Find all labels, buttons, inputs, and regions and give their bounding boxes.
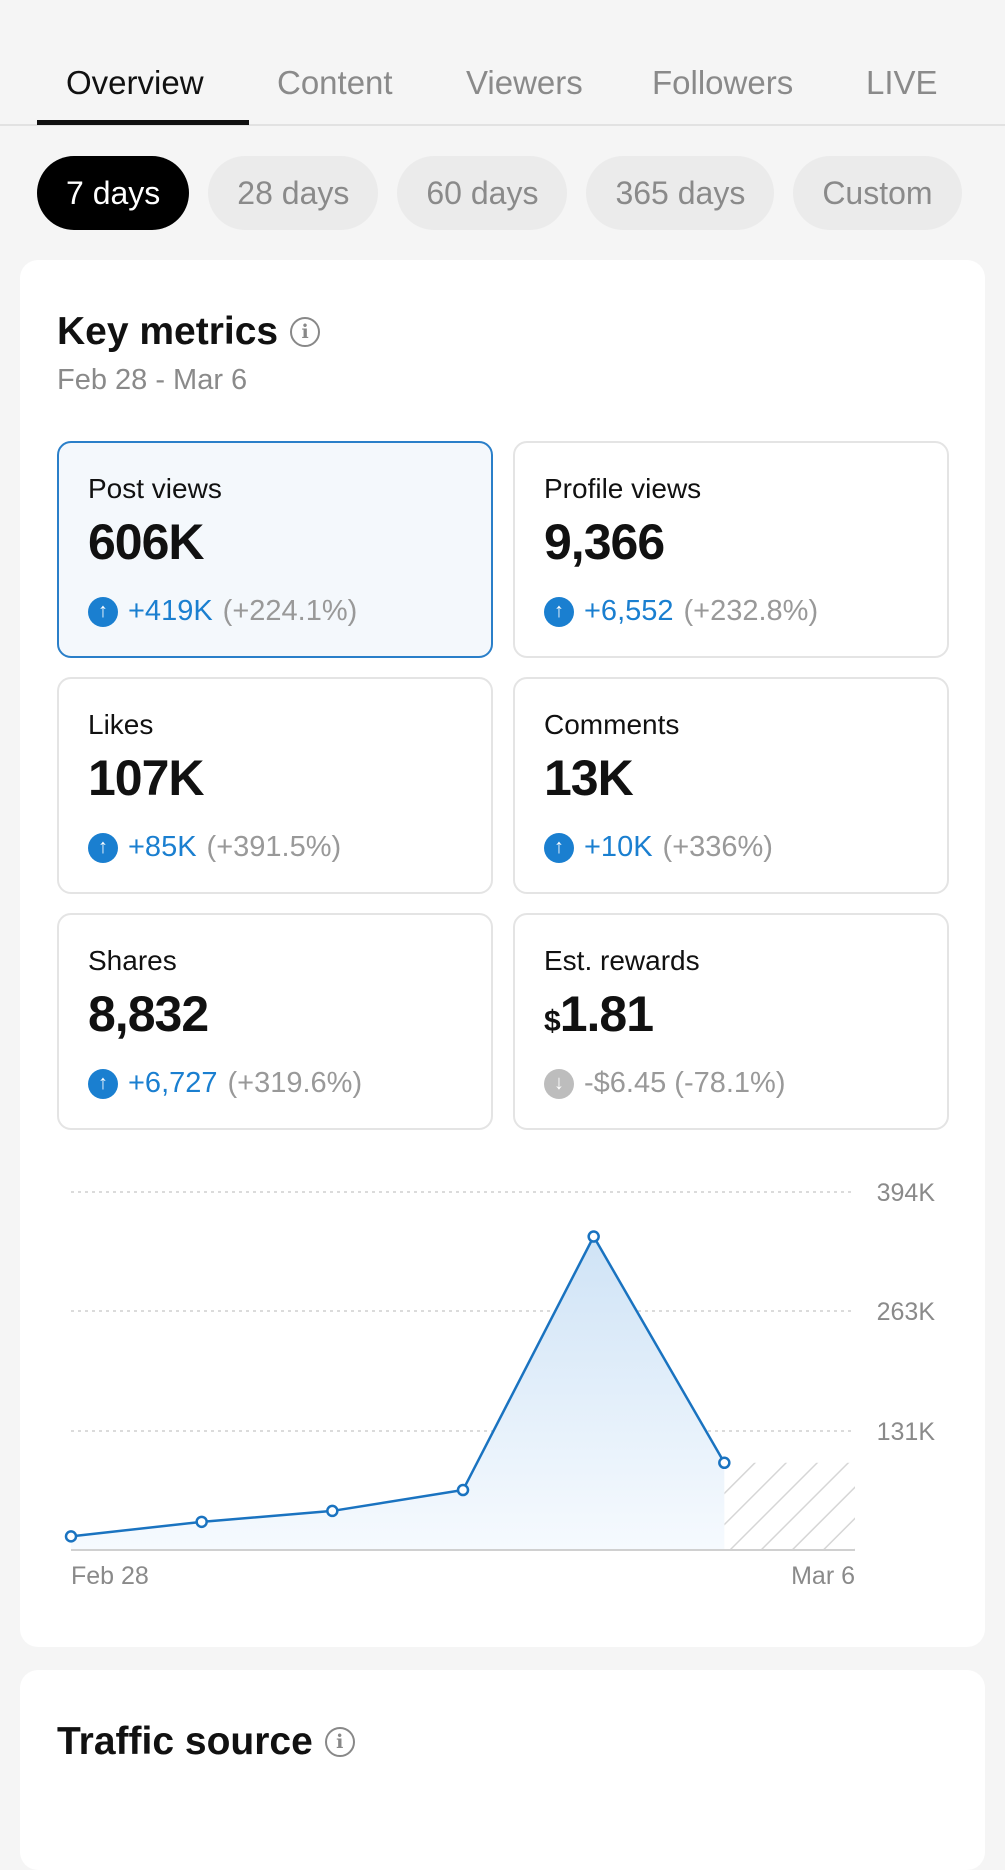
info-icon[interactable]: i bbox=[324, 1727, 355, 1757]
tab-content[interactable]: Content bbox=[277, 64, 393, 101]
metric-delta-percent: (+336%) bbox=[662, 831, 773, 863]
metric-value-text: 9,366 bbox=[544, 514, 665, 570]
arrow-up-icon: ↑ bbox=[544, 832, 574, 863]
range-365-days[interactable]: 365 days bbox=[586, 156, 775, 230]
metric-value: 9,366 bbox=[544, 513, 665, 571]
metric-label: Profile views bbox=[544, 473, 702, 504]
arrow-up-icon: ↑ bbox=[88, 596, 118, 627]
arrow-down-icon: ↓ bbox=[544, 1068, 574, 1099]
metric-label: Est. rewards bbox=[544, 945, 700, 976]
metric-label: Likes bbox=[88, 709, 154, 740]
data-point bbox=[587, 1230, 600, 1243]
range-custom[interactable]: Custom bbox=[793, 156, 962, 230]
metric-delta-percent: (+391.5%) bbox=[206, 831, 342, 863]
traffic-source-card: Traffic source i bbox=[20, 1670, 985, 1870]
metric-delta: +6,727 bbox=[128, 1067, 218, 1099]
data-point bbox=[456, 1483, 470, 1497]
tab-bar: Overview Content Viewers Followers LIVE bbox=[0, 40, 1005, 126]
metric-value-text: 1.81 bbox=[559, 986, 654, 1042]
range-28-days[interactable]: 28 days bbox=[208, 156, 379, 230]
info-icon[interactable]: i bbox=[290, 317, 321, 347]
metric-card-likes[interactable]: Likes 107K ↑ +85K (+391.5%) bbox=[57, 677, 493, 894]
metric-value: 606K bbox=[88, 513, 205, 571]
x-tick-label: Feb 28 bbox=[71, 1562, 149, 1590]
metric-value: 13K bbox=[544, 749, 634, 807]
metric-change: ↑ +419K (+224.1%) bbox=[88, 595, 357, 628]
metric-value-text: 8,832 bbox=[88, 986, 209, 1042]
metric-change: ↑ +85K (+391.5%) bbox=[88, 831, 341, 864]
metric-delta: +419K bbox=[128, 595, 213, 627]
x-tick-label: Mar 6 bbox=[791, 1562, 855, 1590]
metric-delta: +85K bbox=[128, 831, 197, 863]
metric-label: Post views bbox=[88, 473, 222, 504]
metric-change: ↑ +6,552 (+232.8%) bbox=[544, 595, 818, 628]
metric-change: ↓ -$6.45 (-78.1%) bbox=[544, 1067, 786, 1100]
metric-card-post-views[interactable]: Post views 606K ↑ +419K (+224.1%) bbox=[57, 441, 493, 658]
data-point bbox=[326, 1504, 339, 1518]
metric-delta-percent: (+224.1%) bbox=[222, 595, 358, 627]
data-point bbox=[195, 1515, 208, 1529]
data-point bbox=[718, 1456, 731, 1470]
metric-value-text: 107K bbox=[88, 750, 205, 806]
metric-delta-percent: (+319.6%) bbox=[227, 1067, 363, 1099]
active-tab-indicator bbox=[37, 120, 249, 125]
arrow-up-icon: ↑ bbox=[88, 832, 118, 863]
metric-value: 107K bbox=[88, 749, 205, 807]
metric-card-comments[interactable]: Comments 13K ↑ +10K (+336%) bbox=[513, 677, 949, 894]
metric-delta: -$6.45 (-78.1%) bbox=[584, 1067, 786, 1099]
metric-value: 8,832 bbox=[88, 985, 209, 1043]
tab-live[interactable]: LIVE bbox=[866, 64, 938, 101]
metric-label: Shares bbox=[88, 945, 177, 976]
tab-overview[interactable]: Overview bbox=[66, 64, 204, 101]
metric-value-text: 606K bbox=[88, 514, 205, 570]
tab-viewers[interactable]: Viewers bbox=[466, 64, 583, 101]
key-metrics-heading: Key metrics bbox=[57, 310, 279, 353]
metric-change: ↑ +6,727 (+319.6%) bbox=[88, 1067, 362, 1100]
tab-followers[interactable]: Followers bbox=[652, 64, 794, 101]
traffic-source-title: Traffic source i bbox=[57, 1720, 355, 1764]
currency-symbol: $ bbox=[544, 1005, 561, 1038]
metric-card-est-rewards[interactable]: Est. rewards $1.81 ↓ -$6.45 (-78.1%) bbox=[513, 913, 949, 1130]
metric-change: ↑ +10K (+336%) bbox=[544, 831, 773, 864]
series-line bbox=[70, 1233, 726, 1538]
range-7-days[interactable]: 7 days bbox=[37, 156, 190, 230]
arrow-up-icon: ↑ bbox=[88, 1068, 118, 1099]
metric-value: $1.81 bbox=[544, 985, 654, 1043]
metric-value-text: 13K bbox=[544, 750, 634, 806]
y-tick-label: 394K bbox=[877, 1179, 936, 1207]
metric-delta: +6,552 bbox=[584, 595, 674, 627]
range-60-days[interactable]: 60 days bbox=[397, 156, 568, 230]
date-range-label: Feb 28 - Mar 6 bbox=[57, 364, 248, 396]
data-point bbox=[64, 1530, 78, 1543]
metric-card-shares[interactable]: Shares 8,832 ↑ +6,727 (+319.6%) bbox=[57, 913, 493, 1130]
metric-delta: +10K bbox=[584, 831, 653, 863]
pending-data-hatch bbox=[724, 1462, 855, 1550]
area-fill bbox=[71, 1236, 725, 1550]
date-range-selector: 7 days 28 days 60 days 365 days Custom bbox=[37, 156, 962, 230]
traffic-source-heading: Traffic source bbox=[57, 1720, 313, 1763]
metric-delta-percent: (+232.8%) bbox=[683, 595, 819, 627]
arrow-up-icon: ↑ bbox=[544, 596, 574, 627]
metric-label: Comments bbox=[544, 709, 680, 740]
metric-card-profile-views[interactable]: Profile views 9,366 ↑ +6,552 (+232.8%) bbox=[513, 441, 949, 658]
y-tick-label: 131K bbox=[877, 1418, 936, 1446]
y-tick-label: 263K bbox=[877, 1298, 936, 1326]
key-metrics-title: Key metrics i bbox=[57, 310, 321, 354]
key-metrics-card: Key metrics i Feb 28 - Mar 6 Post views … bbox=[20, 260, 985, 1647]
post-views-chart: 131K 263K 394K Feb 28 Mar 6 bbox=[64, 1179, 936, 1590]
